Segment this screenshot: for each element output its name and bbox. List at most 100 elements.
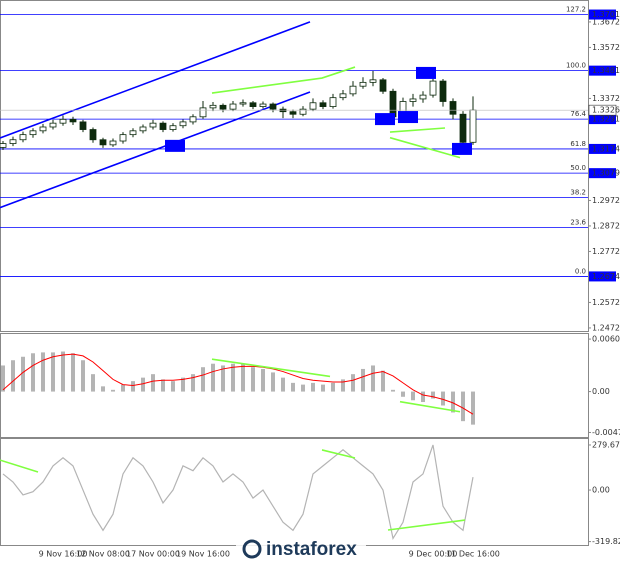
histogram-bar (151, 374, 155, 392)
x-tick-label: 11 Dec 16:00 (446, 550, 500, 559)
histogram-bar (361, 368, 365, 392)
candle-body (229, 103, 237, 110)
price-label: 1.3481 (592, 66, 620, 75)
panel-frame (0, 0, 589, 332)
candle-body (389, 90, 397, 118)
price-label: 1.3174 (592, 144, 620, 153)
price-label: 1.3291 (592, 115, 620, 124)
y-tick-label: 0.00 (592, 486, 610, 495)
price-label: 1.2674 (592, 272, 620, 281)
histogram-bar (431, 391, 435, 399)
histogram-bar (401, 391, 405, 397)
candle-body (319, 102, 327, 107)
histogram-bar (21, 356, 25, 392)
candle-body (429, 80, 437, 96)
histogram-bar (211, 363, 215, 392)
y-tick-label: 1.3572 (592, 43, 620, 52)
candle-body (59, 118, 67, 124)
divergence-line (399, 400, 461, 413)
candle-body (329, 97, 337, 107)
candle-body (369, 79, 377, 83)
y-tick-label: 1.2972 (592, 196, 620, 205)
y-tick-label: 1.2572 (592, 298, 620, 307)
candle-body (49, 122, 57, 128)
histogram-bar (231, 363, 235, 392)
y-tick-label: -319.8221 (592, 537, 620, 546)
divergence-line (0, 459, 39, 473)
x-tick-label: 9 Dec 00:00 (409, 550, 458, 559)
watermark-icon (242, 539, 262, 559)
histogram-bar (81, 360, 85, 392)
candle-body (309, 102, 317, 110)
candle-body (259, 103, 267, 107)
histogram-bar (161, 379, 165, 392)
divergence-line (211, 66, 356, 94)
divergence-line (211, 358, 331, 378)
histogram-bar (251, 367, 255, 392)
candle-body (219, 104, 227, 110)
candle-body (349, 85, 357, 95)
cci-line (2, 444, 474, 540)
histogram-bar (331, 382, 335, 392)
histogram-bar (261, 368, 265, 392)
histogram-bar (321, 384, 325, 392)
candle-body (249, 102, 257, 107)
divergence-line (387, 519, 466, 531)
price-box (589, 9, 616, 20)
histogram-bar (61, 351, 65, 392)
candle-body (149, 122, 157, 128)
histogram-bar (131, 381, 135, 392)
fib-ratio: 38.2 (570, 189, 586, 197)
histogram-bar (311, 382, 315, 392)
panel-frame (0, 333, 589, 438)
histogram-bar (451, 391, 455, 413)
y-tick-label: 0.00 (592, 387, 610, 396)
histogram-bar (191, 374, 195, 392)
histogram-bar (461, 391, 465, 422)
watermark: instaforex (266, 539, 357, 560)
candle-body (379, 79, 387, 92)
divergence-line (321, 449, 356, 459)
y-tick-label: 1.2772 (592, 247, 620, 256)
candle-body (179, 121, 187, 127)
marker (398, 111, 418, 124)
candle-body (0, 143, 7, 148)
x-tick-label: 9 Nov 16:00 (39, 550, 88, 559)
histogram-bar (1, 365, 5, 392)
last-price-label: 1.3326 (592, 106, 620, 115)
y-tick-label: 1.3372 (592, 94, 620, 103)
fib-ratio: 23.6 (570, 218, 586, 226)
x-tick-label: 12 Nov 08:00 (76, 550, 130, 559)
histogram-bar (221, 365, 225, 392)
fib-ratio: 0.0 (575, 267, 586, 275)
price-label: 1.3701 (592, 10, 620, 19)
channel-line (0, 91, 311, 209)
candle-body (289, 111, 297, 115)
candle-body (119, 134, 127, 142)
channel-line (0, 21, 311, 139)
signal-line (2, 353, 474, 415)
price-box (589, 143, 616, 154)
candle-body (409, 98, 417, 102)
histogram-bar (471, 391, 475, 425)
histogram-bar (41, 352, 45, 392)
price-box (589, 114, 616, 125)
marker (452, 142, 472, 155)
histogram-bar (121, 384, 125, 392)
histogram-bar (411, 391, 415, 401)
histogram-bar (391, 389, 395, 392)
x-tick-label: 19 Nov 16:00 (176, 550, 230, 559)
candle-body (199, 107, 207, 118)
candle-body (189, 116, 197, 123)
marker (375, 113, 395, 126)
divergence-line (389, 136, 461, 159)
candle-body (359, 81, 367, 87)
histogram-bar (351, 374, 355, 392)
candle-body (449, 101, 457, 115)
candle-body (169, 125, 177, 130)
histogram-bar (441, 391, 445, 406)
histogram-bar (381, 370, 385, 392)
y-tick-label: -0.0047 (592, 428, 620, 437)
